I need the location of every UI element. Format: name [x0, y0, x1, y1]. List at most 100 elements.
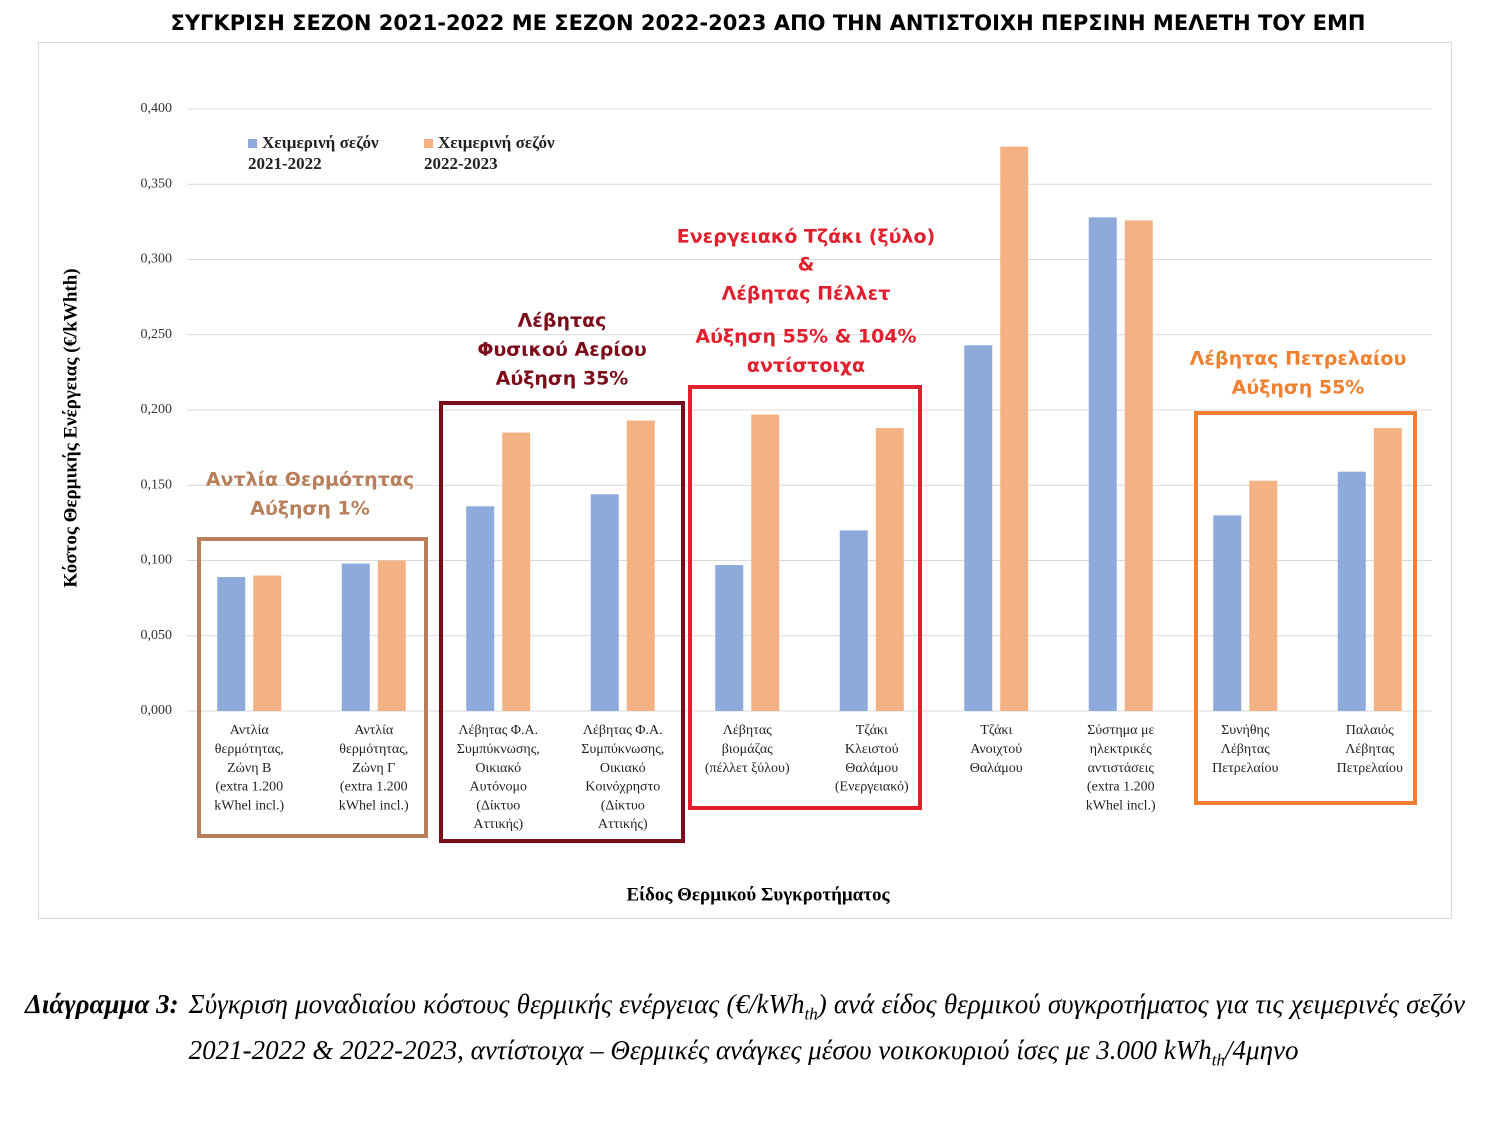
annotation-text: Φυσικού Αερίου	[477, 339, 646, 361]
x-tick-label: Αντλία	[354, 723, 394, 738]
y-tick-label: 0,050	[141, 628, 173, 643]
x-tick-label: Σύστημα με	[1087, 723, 1154, 738]
x-tick-label: βιομάζας	[722, 742, 773, 757]
x-tick-label: Τζάκι	[980, 723, 1012, 738]
annotation-text: Λέβητας Πέλλετ	[722, 283, 891, 305]
caption-label: Διάγραμμα 3:	[25, 989, 179, 1019]
x-tick-label: Λέβητας	[1221, 742, 1270, 757]
bar	[341, 563, 370, 711]
x-tick-label: (extra 1.200	[215, 780, 283, 795]
y-axis-title: Κόστος Θερμικής Ενέργειας (€/kWhth)	[60, 268, 81, 587]
bar	[875, 428, 904, 711]
y-tick-label: 0,350	[141, 176, 173, 191]
bar	[1000, 146, 1029, 711]
x-tick-label: Λέβητας Φ.Α.	[458, 723, 538, 738]
x-tick-label: kWhel incl.)	[339, 798, 409, 813]
legend-swatch	[424, 139, 433, 148]
x-tick-label: Αττικής)	[473, 817, 523, 832]
bar	[839, 530, 868, 711]
annotation-text: Λέβητας Πετρελαίου	[1190, 348, 1407, 370]
legend-label: Χειμερινή σεζόν 2022-2023	[424, 133, 555, 173]
x-tick-label: Πετρελαίου	[1212, 761, 1278, 776]
x-tick-label: Συμπύκνωσης,	[457, 742, 540, 757]
bar	[964, 345, 993, 711]
annotation-text: αντίστοιχα	[747, 355, 865, 377]
bar	[377, 560, 406, 711]
bar	[502, 432, 531, 711]
annotation-text: Αύξηση 55%	[1232, 377, 1365, 399]
y-tick-label: 0,000	[141, 703, 173, 718]
chart-title: ΣΥΓΚΡΙΣΗ ΣΕΖΟΝ 2021-2022 ΜΕ ΣΕΖΟΝ 2022-2…	[170, 11, 1365, 35]
x-tick-label: Αττικής)	[598, 817, 648, 832]
annotation-text: Αύξηση 55% & 104%	[695, 326, 916, 348]
bar	[253, 575, 282, 711]
bar	[590, 494, 619, 711]
x-tick-label: Αντλία	[230, 723, 270, 738]
annotation-box	[439, 401, 685, 843]
y-tick-label: 0,150	[141, 477, 173, 492]
annotation-text: Αντλία Θερμότητας	[206, 469, 414, 491]
bar	[466, 506, 495, 711]
x-tick-label: Συνήθης	[1221, 723, 1270, 738]
y-tick-label: 0,400	[141, 101, 173, 116]
legend-item: Χειμερινή σεζόν 2022-2023	[424, 132, 574, 174]
x-tick-label: Παλαιός	[1346, 723, 1394, 738]
legend-swatch	[248, 139, 257, 148]
bar	[217, 577, 246, 711]
caption-text: Σύγκριση μοναδιαίου κόστους θερμικής ενέ…	[189, 986, 1465, 1079]
x-tick-label: Ανοιχτού	[970, 742, 1022, 757]
bar	[626, 420, 655, 711]
annotation-text: Αύξηση 35%	[496, 368, 629, 390]
x-tick-label: Οικιακό	[600, 761, 646, 776]
x-tick-label: Οικιακό	[475, 761, 521, 776]
caption-sub: th	[1211, 1050, 1226, 1070]
caption-part: /4μηνο	[1225, 1035, 1299, 1066]
x-tick-label: (πέλλετ ξύλου)	[705, 761, 790, 776]
x-tick-label: θερμότητας,	[215, 742, 284, 757]
caption-sub: th	[804, 1004, 818, 1024]
annotation-text: &	[798, 254, 815, 276]
y-tick-label: 0,200	[141, 402, 173, 417]
x-tick-label: (Ενεργειακό)	[835, 780, 909, 795]
x-tick-label: Τζάκι	[856, 723, 888, 738]
x-tick-label: Θαλάμου	[970, 761, 1023, 776]
annotation-text: Αύξηση 1%	[250, 498, 369, 520]
x-tick-label: Αυτόνομο	[469, 780, 527, 795]
bar	[751, 414, 780, 711]
x-tick-label: Πετρελαίου	[1337, 761, 1403, 776]
bar	[1249, 480, 1278, 711]
chart-border	[38, 42, 1452, 919]
y-tick-label: 0,250	[141, 327, 173, 342]
y-tick-label: 0,300	[141, 252, 173, 267]
x-tick-label: (extra 1.200	[340, 780, 408, 795]
x-tick-label: Ζώνη Γ	[352, 761, 395, 776]
annotation-box	[688, 385, 922, 810]
x-tick-label: Κοινόχρηστο	[585, 780, 660, 795]
x-tick-label: Ζώνη Β	[227, 761, 271, 776]
annotation-text: Ενεργειακό Τζάκι (ξύλο)	[677, 226, 936, 248]
x-tick-label: Λέβητας Φ.Α.	[583, 723, 663, 738]
caption: Διάγραμμα 3: Σύγκριση μοναδιαίου κόστους…	[25, 986, 1465, 1079]
x-tick-label: αντιστάσεις	[1088, 761, 1155, 776]
bar	[1337, 471, 1366, 711]
annotation-text: Λέβητας	[518, 310, 607, 332]
x-tick-label: kWhel incl.)	[214, 798, 284, 813]
annotation-box	[1194, 411, 1417, 805]
x-tick-label: Κλειστού	[845, 742, 899, 757]
legend-item: Χειμερινή σεζόν 2021-2022	[248, 132, 398, 174]
x-tick-label: kWhel incl.)	[1086, 798, 1156, 813]
bar	[1088, 217, 1117, 712]
x-tick-label: Θαλάμου	[845, 761, 898, 776]
legend-label: Χειμερινή σεζόν 2021-2022	[248, 133, 379, 173]
bar	[715, 565, 744, 711]
x-tick-label: (extra 1.200	[1087, 780, 1155, 795]
x-tick-label: θερμότητας,	[339, 742, 408, 757]
x-tick-label: ηλεκτρικές	[1090, 742, 1152, 757]
bar	[1124, 220, 1153, 711]
x-tick-label: (Δίκτυο	[601, 798, 645, 813]
annotation-box	[197, 537, 428, 838]
x-tick-label: Λέβητας	[1345, 742, 1394, 757]
y-tick-label: 0,100	[141, 553, 173, 568]
